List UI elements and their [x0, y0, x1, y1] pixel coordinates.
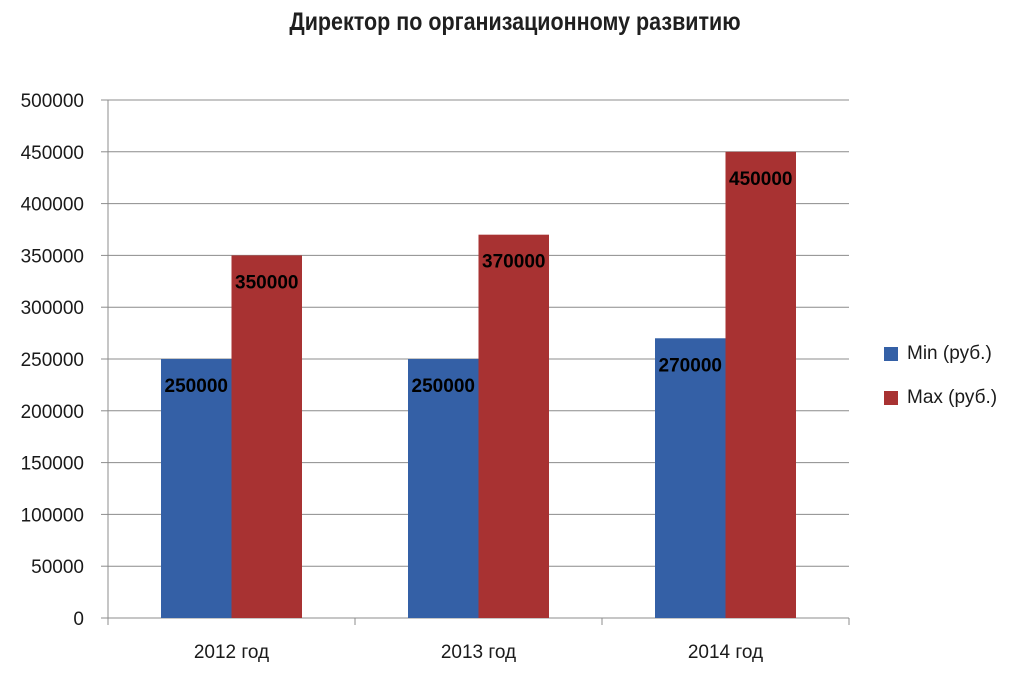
data-label: 250000 — [412, 376, 475, 397]
bar-max — [725, 151, 796, 619]
data-label: 250000 — [165, 376, 228, 397]
y-tick-label: 50000 — [31, 557, 84, 578]
data-label: 350000 — [235, 272, 298, 293]
data-label: 370000 — [482, 252, 545, 273]
y-tick-label: 450000 — [21, 143, 84, 164]
y-tick-label: 300000 — [21, 298, 84, 319]
y-tick-label: 500000 — [21, 91, 84, 112]
bar-min — [655, 338, 726, 618]
legend-swatch-min — [884, 347, 898, 361]
y-tick-label: 400000 — [21, 195, 84, 216]
y-tick-label: 0 — [73, 609, 84, 630]
data-label: 270000 — [659, 355, 722, 376]
x-tick-label: 2014 год — [688, 642, 763, 663]
y-tick-label: 150000 — [21, 454, 84, 475]
bar-min — [161, 359, 232, 618]
bar-max — [231, 255, 302, 618]
legend-label-max: Max (руб.) — [907, 387, 998, 408]
bar-min — [408, 359, 479, 618]
data-label: 450000 — [729, 169, 792, 190]
y-tick-label: 100000 — [21, 505, 84, 526]
legend-swatch-max — [884, 391, 898, 405]
legend-item-max: Max (руб.) — [884, 387, 997, 409]
y-tick-label: 350000 — [21, 246, 84, 267]
x-tick-label: 2012 год — [194, 642, 269, 663]
y-tick-label: 250000 — [21, 350, 84, 371]
chart-title: Директор по организационному развитию — [289, 8, 741, 36]
legend-label-min: Min (руб.) — [907, 343, 992, 364]
y-tick-label: 200000 — [21, 402, 84, 423]
bar-max — [478, 234, 549, 618]
legend-item-min: Min (руб.) — [884, 343, 992, 365]
x-tick-label: 2013 год — [441, 642, 516, 663]
